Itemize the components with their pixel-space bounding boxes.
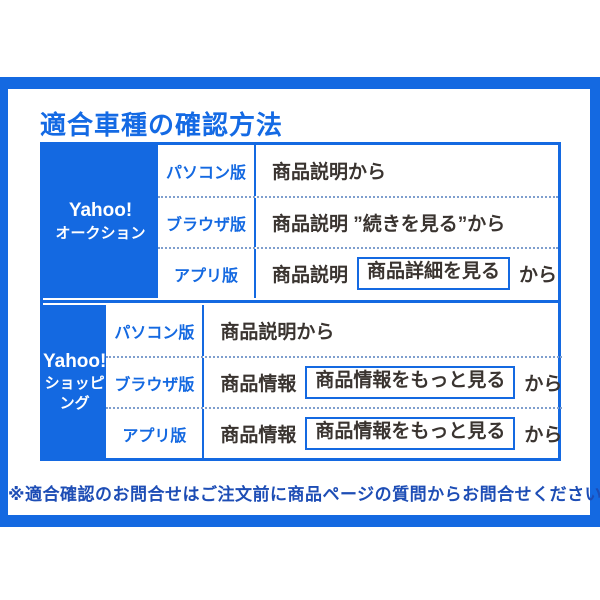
section-divider (43, 300, 558, 303)
table-row: ブラウザ版 商品説明 ”続きを見る”から (158, 196, 558, 247)
platform-label: ブラウザ版 (165, 216, 246, 234)
table-row: アプリ版 商品説明 商品詳細を見る から (158, 247, 558, 298)
row-content: 商品説明 商品詳細を見る から (254, 249, 558, 298)
section-rows: パソコン版 商品説明から ブラウザ版 商品説明 ”続きを見る”から アプリ版 (158, 145, 558, 298)
service-cell-auction: Yahoo! オークション (43, 145, 158, 298)
service-name-line1: Yahoo! (68, 200, 133, 222)
row-text: 商品説明 ”続きを見る”から (272, 214, 506, 235)
row-text-suffix: から (524, 374, 563, 395)
row-content: 商品情報 商品情報をもっと見る から (202, 409, 562, 458)
row-text-suffix: から (519, 265, 558, 286)
section-yahoo-auction: Yahoo! オークション パソコン版 商品説明から ブラウザ版 商品説明 ”続… (43, 145, 558, 298)
platform-label: ブラウザ版 (114, 376, 195, 394)
platform-label: アプリ版 (122, 427, 187, 445)
row-text: 商品説明 (272, 265, 349, 286)
row-text-suffix: から (524, 425, 563, 446)
service-cell-shopping: Yahoo! ショッピング (43, 305, 107, 458)
platform-label: パソコン版 (165, 164, 246, 182)
section-rows: パソコン版 商品説明から ブラウザ版 商品情報 商品情報をもっと見る から (106, 305, 563, 458)
button-illustration: 商品情報をもっと見る (305, 417, 516, 450)
button-illustration: 商品情報をもっと見る (305, 366, 516, 399)
service-name-line1: Yahoo! (43, 350, 107, 372)
row-content: 商品説明から (202, 305, 562, 356)
compatibility-table: Yahoo! オークション パソコン版 商品説明から ブラウザ版 商品説明 ”続… (40, 142, 563, 461)
table-row: ブラウザ版 商品情報 商品情報をもっと見る から (106, 356, 563, 407)
row-content: 商品説明 ”続きを見る”から (254, 198, 558, 247)
table-row: パソコン版 商品説明から (106, 305, 562, 356)
row-content: 商品情報 商品情報をもっと見る から (202, 358, 562, 407)
platform-label: アプリ版 (173, 267, 238, 285)
row-text: 商品説明から (220, 322, 335, 343)
row-content: 商品説明から (254, 145, 558, 196)
footer-note: ※適合確認のお問合せはご注文前に商品ページの質問からお問合せください。 (8, 485, 600, 504)
table-row: アプリ版 商品情報 商品情報をもっと見る から (106, 407, 563, 458)
page-title: 適合車種の確認方法 (40, 110, 284, 140)
table-row: パソコン版 商品説明から (158, 145, 558, 196)
row-text: 商品情報 (220, 374, 297, 395)
service-name-line2: ショッピング (44, 375, 105, 412)
content-panel: 適合車種の確認方法 Yahoo! オークション パソコン版 商品説明から (8, 89, 600, 515)
service-name-line2: オークション (55, 225, 146, 243)
blue-frame: 適合車種の確認方法 Yahoo! オークション パソコン版 商品説明から (0, 77, 600, 527)
row-text: 商品情報 (220, 425, 297, 446)
button-illustration: 商品詳細を見る (357, 257, 511, 290)
platform-label: パソコン版 (114, 324, 195, 342)
row-text: 商品説明から (272, 162, 387, 183)
section-yahoo-shopping: Yahoo! ショッピング パソコン版 商品説明から ブラウザ版 商品情報 (43, 305, 563, 458)
